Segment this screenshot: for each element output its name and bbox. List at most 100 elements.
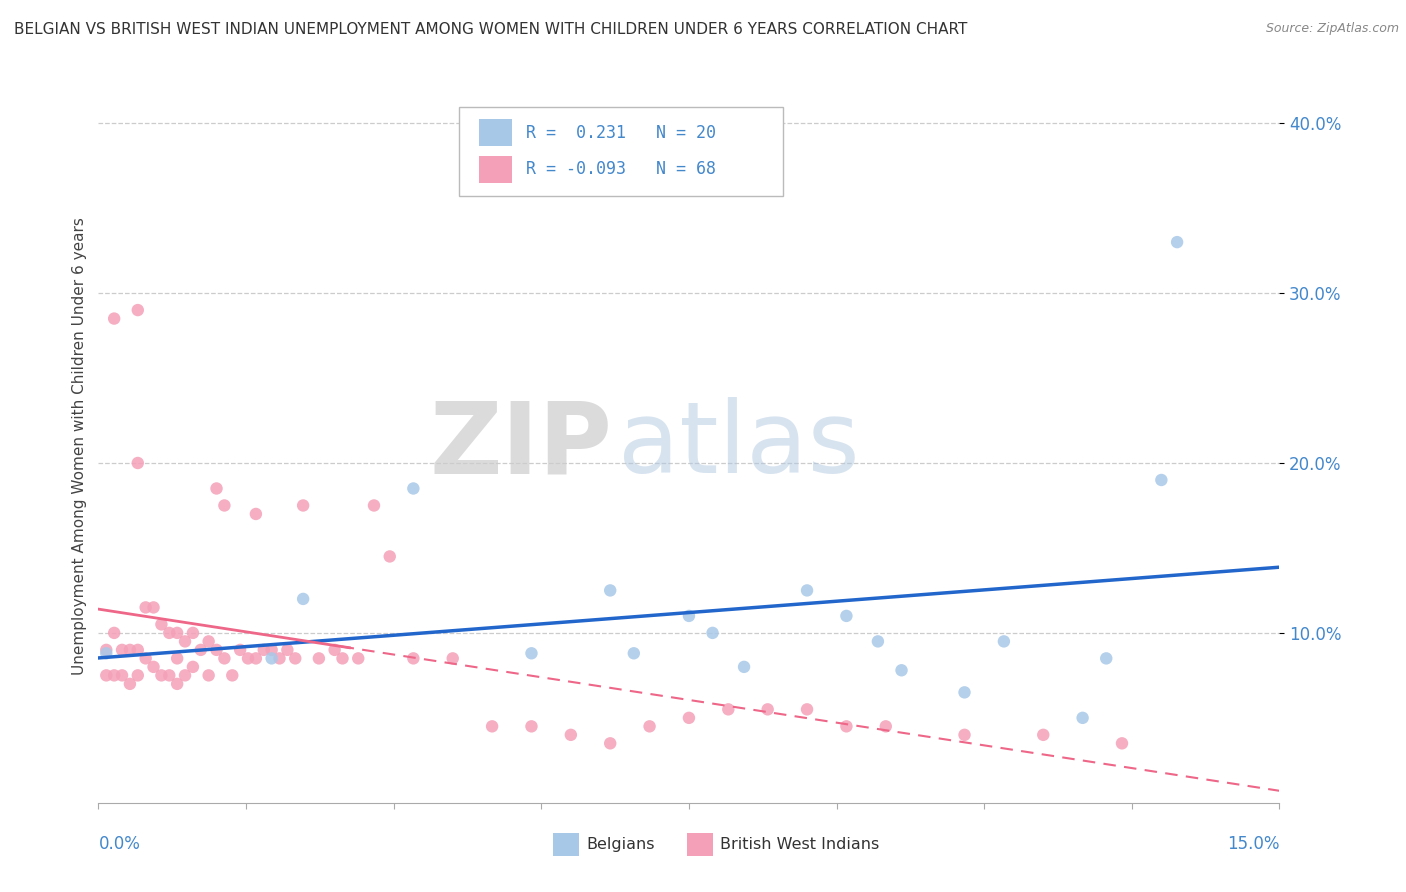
Point: [214, 499, 236, 513]
Point: [96, 643, 118, 657]
Point: [1032, 728, 1054, 742]
Point: [157, 668, 180, 682]
Point: [127, 668, 149, 682]
Point: [1150, 473, 1173, 487]
FancyBboxPatch shape: [686, 833, 713, 856]
Point: [142, 600, 165, 615]
Point: [190, 643, 212, 657]
Point: [520, 719, 543, 733]
Point: [953, 685, 976, 699]
Point: [245, 651, 267, 665]
Text: Belgians: Belgians: [586, 837, 655, 852]
Point: [796, 702, 818, 716]
Point: [1095, 651, 1118, 665]
Point: [1071, 711, 1094, 725]
Point: [103, 311, 125, 326]
Text: atlas: atlas: [619, 398, 859, 494]
Text: Source: ZipAtlas.com: Source: ZipAtlas.com: [1265, 22, 1399, 36]
Point: [127, 643, 149, 657]
Point: [481, 719, 503, 733]
Point: [103, 626, 125, 640]
Point: [308, 651, 330, 665]
Point: [599, 736, 621, 750]
Point: [717, 702, 740, 716]
Point: [323, 643, 346, 657]
Point: [127, 303, 149, 318]
Point: [150, 668, 173, 682]
Point: [205, 482, 228, 496]
Point: [835, 719, 858, 733]
Point: [103, 668, 125, 682]
Point: [269, 651, 291, 665]
Text: 0.0%: 0.0%: [98, 835, 141, 853]
Point: [166, 626, 188, 640]
Point: [796, 583, 818, 598]
Text: R = -0.093   N = 68: R = -0.093 N = 68: [526, 161, 716, 178]
Text: R =  0.231   N = 20: R = 0.231 N = 20: [526, 124, 716, 142]
Text: BELGIAN VS BRITISH WEST INDIAN UNEMPLOYMENT AMONG WOMEN WITH CHILDREN UNDER 6 YE: BELGIAN VS BRITISH WEST INDIAN UNEMPLOYM…: [14, 22, 967, 37]
Point: [229, 643, 252, 657]
Point: [245, 507, 267, 521]
Text: 15.0%: 15.0%: [1227, 835, 1279, 853]
Point: [1166, 235, 1188, 249]
Point: [702, 626, 724, 640]
Point: [166, 677, 188, 691]
Point: [292, 591, 315, 606]
Point: [253, 643, 276, 657]
Point: [835, 608, 858, 623]
Point: [520, 646, 543, 660]
Point: [866, 634, 889, 648]
Point: [441, 651, 464, 665]
Point: [96, 646, 118, 660]
Point: [363, 499, 385, 513]
Point: [157, 626, 180, 640]
Point: [221, 668, 243, 682]
Point: [260, 643, 283, 657]
FancyBboxPatch shape: [553, 833, 579, 856]
Point: [96, 668, 118, 682]
Point: [292, 499, 315, 513]
Point: [197, 634, 219, 648]
Point: [733, 660, 755, 674]
Point: [953, 728, 976, 742]
Point: [402, 651, 425, 665]
Point: [111, 643, 134, 657]
Point: [276, 643, 298, 657]
Point: [127, 456, 149, 470]
Point: [135, 600, 157, 615]
Point: [118, 677, 141, 691]
Point: [623, 646, 645, 660]
Point: [332, 651, 354, 665]
FancyBboxPatch shape: [458, 107, 783, 196]
Point: [181, 660, 204, 674]
Point: [284, 651, 307, 665]
Point: [150, 617, 173, 632]
Point: [638, 719, 661, 733]
Point: [993, 634, 1015, 648]
Point: [181, 626, 204, 640]
Point: [347, 651, 370, 665]
Point: [875, 719, 897, 733]
FancyBboxPatch shape: [478, 120, 512, 146]
Point: [260, 651, 283, 665]
Point: [678, 711, 700, 725]
Point: [214, 651, 236, 665]
Y-axis label: Unemployment Among Women with Children Under 6 years: Unemployment Among Women with Children U…: [72, 217, 87, 675]
Point: [174, 634, 197, 648]
Point: [1111, 736, 1133, 750]
Point: [118, 643, 141, 657]
Point: [111, 668, 134, 682]
Point: [142, 660, 165, 674]
Point: [197, 668, 219, 682]
Point: [560, 728, 582, 742]
Point: [236, 651, 259, 665]
Text: ZIP: ZIP: [429, 398, 612, 494]
FancyBboxPatch shape: [478, 155, 512, 183]
Point: [756, 702, 779, 716]
Point: [678, 608, 700, 623]
Point: [402, 482, 425, 496]
Text: British West Indians: British West Indians: [720, 837, 879, 852]
Point: [378, 549, 401, 564]
Point: [890, 663, 912, 677]
Point: [599, 583, 621, 598]
